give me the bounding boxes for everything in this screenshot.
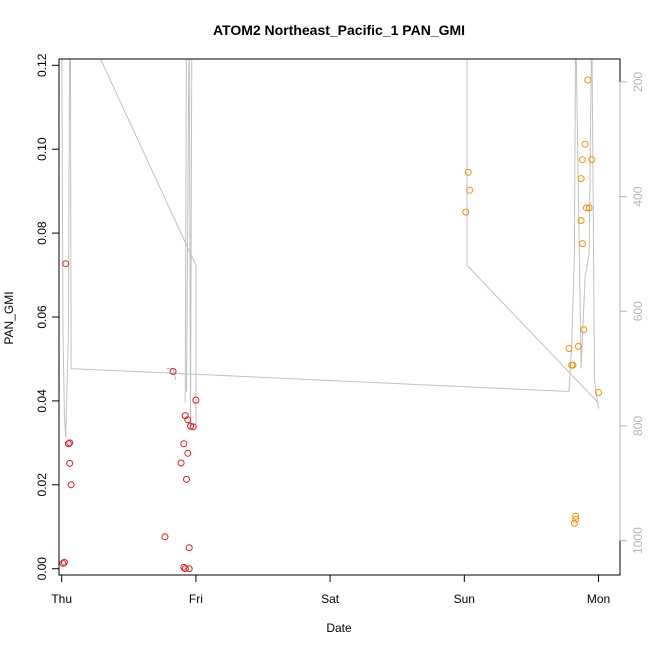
- data-point: [595, 389, 602, 396]
- data-point: [169, 368, 177, 375]
- data-point: [59, 559, 67, 567]
- data-point: [185, 544, 193, 552]
- data-point: [574, 342, 582, 350]
- x-tick-label: Sat: [321, 592, 340, 606]
- data-point: [189, 423, 197, 431]
- data-point: [565, 345, 573, 352]
- data-point: [569, 361, 577, 369]
- data-point: [62, 260, 70, 268]
- ancillary-line-segment: [99, 59, 197, 426]
- data-point: [466, 186, 474, 194]
- data-point: [184, 449, 192, 457]
- data-point: [185, 565, 193, 573]
- data-point: [580, 326, 588, 334]
- data-point: [66, 459, 74, 467]
- data-point: [192, 396, 200, 404]
- data-point: [572, 512, 580, 520]
- ancillary-line-layer: [61, 59, 599, 438]
- data-point: [577, 175, 585, 183]
- x-tick-label: Mon: [587, 592, 610, 606]
- y-tick-label: 0.00: [35, 557, 49, 581]
- right-y-tick-label: 1000: [631, 527, 645, 554]
- y-tick-label: 0.04: [35, 389, 49, 413]
- data-point: [582, 204, 590, 212]
- y-tick-label: 0.10: [35, 137, 49, 161]
- data-point: [184, 416, 192, 424]
- y-axis-right: 200 400 600 800 1000: [619, 72, 645, 554]
- plot-frame: [58, 58, 621, 576]
- right-y-tick-label: 800: [631, 416, 645, 436]
- y-axis-label: PAN_GMI: [2, 291, 16, 344]
- data-point: [462, 208, 470, 216]
- data-point: [581, 140, 589, 148]
- ancillary-line-segment: [186, 59, 193, 426]
- data-point: [585, 204, 593, 212]
- y-axis: 0.00 0.02 0.04 0.06 0.08 0.10 0.12: [35, 53, 60, 581]
- x-axis-label: Date: [326, 621, 352, 635]
- data-point: [161, 533, 169, 541]
- right-y-tick-label: 600: [631, 301, 645, 321]
- data-point: [578, 156, 586, 164]
- data-point: [572, 515, 580, 523]
- data-point: [64, 440, 72, 448]
- x-tick-label: Fri: [189, 592, 203, 606]
- x-axis: Thu Fri Sat Sun Mon: [51, 574, 610, 606]
- x-tick-label: Thu: [51, 592, 72, 606]
- data-point: [570, 519, 578, 527]
- points-layer: [59, 76, 602, 573]
- ancillary-line-segment: [61, 59, 599, 438]
- data-point: [180, 440, 188, 448]
- y-tick-label: 0.08: [35, 221, 49, 245]
- right-y-tick-label: 400: [631, 186, 645, 206]
- x-tick-label: Sun: [454, 592, 475, 606]
- ancillary-line-segment: [466, 59, 599, 404]
- y-tick-label: 0.02: [35, 473, 49, 497]
- data-point: [177, 459, 185, 467]
- chart-title: ATOM2 Northeast_Pacific_1 PAN_GMI: [213, 22, 465, 38]
- data-point: [60, 558, 68, 566]
- ancillary-line-segment: [184, 59, 187, 404]
- data-point: [577, 217, 585, 224]
- data-point: [584, 76, 592, 84]
- data-point: [588, 156, 596, 164]
- data-point: [181, 565, 189, 573]
- y-tick-label: 0.12: [35, 53, 49, 77]
- data-point: [578, 240, 586, 248]
- right-y-tick-label: 200: [631, 72, 645, 92]
- y-tick-label: 0.06: [35, 305, 49, 329]
- data-point: [66, 439, 74, 447]
- data-point: [183, 475, 190, 483]
- data-point: [67, 481, 75, 489]
- data-point: [464, 168, 472, 176]
